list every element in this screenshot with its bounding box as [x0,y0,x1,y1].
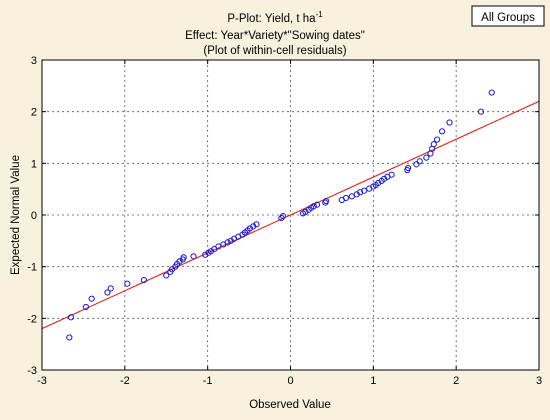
legend-label: All Groups [481,12,535,24]
data-point [104,289,111,296]
data-point [66,334,73,341]
data-point [388,171,395,178]
legend-frame [471,5,545,27]
data-point [416,158,423,165]
x-tick-label: -3 [37,375,47,387]
x-tick-label: -2 [120,375,130,387]
data-point [124,280,131,287]
data-point [82,303,90,311]
data-point [488,89,495,96]
chart-title-superscript: -1 [316,10,324,19]
data-point [313,201,321,208]
data-point [342,194,350,202]
data-point [405,164,412,172]
reference-line-layer [41,100,540,330]
y-axis-title: Expected Normal Value [10,155,22,275]
data-point [434,136,441,143]
y-tick-label: 2 [31,107,37,119]
x-tick-label: 3 [536,375,542,387]
x-tick-label: 0 [287,375,293,387]
data-point [224,239,231,246]
y-tick-label: -3 [27,365,37,377]
data-point [446,119,453,126]
data-point [348,193,355,200]
chart-title-line1: P-Plot: Yield, t ha-1 [227,10,323,25]
data-point [215,243,222,250]
data-point [310,203,317,210]
chart-title-line2: Effect: Year*Variety*"Sowing dates" [185,30,365,42]
data-point [438,128,446,135]
x-axis-title: Observed Value [249,399,331,411]
data-point [323,197,330,205]
y-tick-label: -1 [27,262,37,274]
data-point [253,221,260,228]
x-tick-label: -1 [203,375,213,387]
y-tick-label: 1 [31,158,37,170]
data-point [140,277,147,284]
data-point [107,285,114,292]
legend-box: All Groups [471,5,545,27]
tick-layer: -3 -2 -1 0 1 2 3 -3 -2 -1 0 1 2 3 [27,55,542,387]
data-point [356,189,364,196]
data-point [430,141,437,148]
data-point [477,108,485,115]
y-tick-label: 0 [31,210,37,222]
chart-title-line3: (Plot of within-cell residuals) [203,45,346,57]
data-point [67,314,75,321]
data-point [163,272,170,279]
data-point [180,254,187,261]
data-point [423,154,430,161]
data-point [413,161,420,168]
points-layer [66,89,495,341]
reference-line [41,100,540,330]
x-tick-label: 2 [453,375,459,387]
data-point [361,187,368,194]
chart-title-main: P-Plot: Yield, t ha [227,13,316,25]
data-point [279,212,287,220]
data-point [88,295,95,302]
y-tick-label: 3 [31,55,37,67]
data-point [190,253,197,260]
y-tick-label: -2 [27,313,37,325]
x-tick-label: 1 [370,375,376,387]
